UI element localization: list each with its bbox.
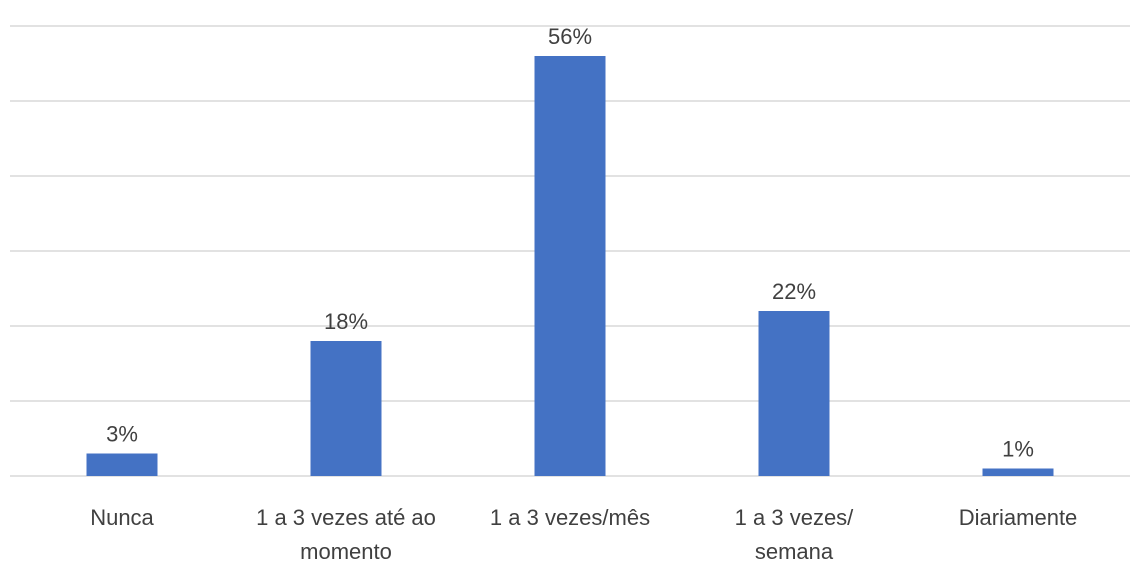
category-labels: Nunca 1 a 3 vezes até ao momento 1 a 3 veze…	[90, 505, 1077, 562]
bar-4	[982, 468, 1054, 476]
data-label-4: 1%	[1002, 437, 1034, 462]
data-label-1: 18%	[324, 309, 368, 334]
category-label-4-line-0: Diariamente	[959, 505, 1078, 530]
bar-1	[310, 341, 382, 476]
data-label-0: 3%	[106, 422, 138, 447]
category-label-3-line-0: 1 a 3 vezes/	[735, 505, 855, 530]
category-label-1-line-1: momento	[300, 539, 392, 562]
category-label-0-line-0: Nunca	[90, 505, 154, 530]
data-labels: 3% 18% 56% 22% 1%	[106, 24, 1034, 462]
category-label-1-line-0: 1 a 3 vezes até ao	[256, 505, 436, 530]
category-label-2-line-0: 1 a 3 vezes/mês	[490, 505, 650, 530]
bar-2	[534, 56, 606, 476]
bar-3	[758, 311, 830, 476]
data-label-3: 22%	[772, 279, 816, 304]
category-label-3-line-1: semana	[755, 539, 834, 562]
data-label-2: 56%	[548, 24, 592, 49]
bars	[86, 56, 1054, 476]
bar-0	[86, 453, 158, 476]
